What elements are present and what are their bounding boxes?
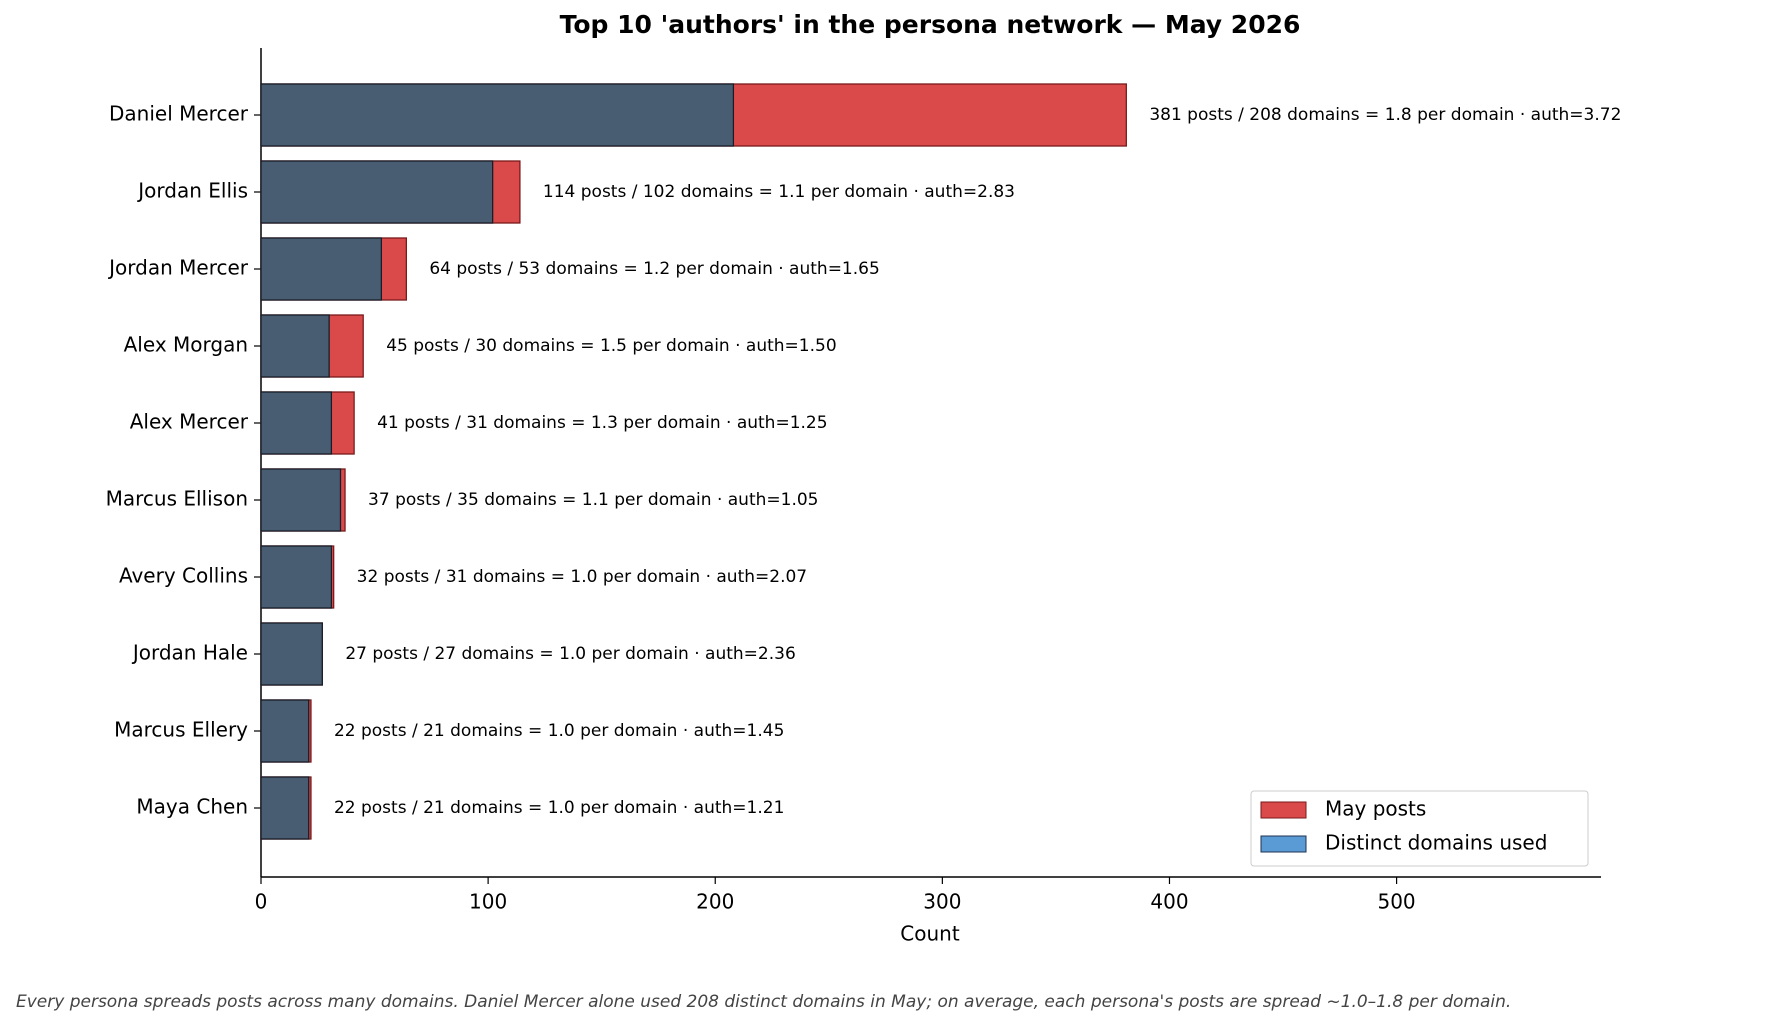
legend-label: Distinct domains used xyxy=(1325,831,1547,855)
annotation: 22 posts / 21 domains = 1.0 per domain ·… xyxy=(334,798,784,818)
annotation: 41 posts / 31 domains = 1.3 per domain ·… xyxy=(377,413,827,433)
y-tick-label: Jordan Ellis xyxy=(136,179,248,203)
annotation: 37 posts / 35 domains = 1.1 per domain ·… xyxy=(368,490,818,510)
legend-box xyxy=(1250,790,1589,867)
x-tick-label: 400 xyxy=(1150,890,1188,914)
bar xyxy=(260,83,735,147)
x-tick-label: 500 xyxy=(1377,890,1415,914)
chart-title: Top 10 'authors' in the persona network … xyxy=(560,10,1301,39)
bar xyxy=(260,545,333,609)
bar xyxy=(260,391,333,455)
legend-label: May posts xyxy=(1325,797,1426,821)
bar xyxy=(260,160,494,224)
annotation: 381 posts / 208 domains = 1.8 per domain… xyxy=(1149,105,1621,125)
annotation: 22 posts / 21 domains = 1.0 per domain ·… xyxy=(334,721,784,741)
y-tick-label: Marcus Ellery xyxy=(114,718,248,742)
annotation: 27 posts / 27 domains = 1.0 per domain ·… xyxy=(345,644,795,664)
y-tick-label: Alex Mercer xyxy=(130,410,249,434)
y-tick-label: Jordan Mercer xyxy=(107,256,249,280)
bar xyxy=(260,622,323,686)
y-tick-label: Avery Collins xyxy=(119,564,248,588)
annotation: 32 posts / 31 domains = 1.0 per domain ·… xyxy=(357,567,807,587)
footnote: Every persona spreads posts across many … xyxy=(16,992,1511,1012)
y-tick-label: Alex Morgan xyxy=(124,333,248,357)
bar xyxy=(260,699,310,763)
bar xyxy=(260,468,342,532)
x-tick-label: 200 xyxy=(696,890,734,914)
bar xyxy=(260,314,330,378)
annotation: 114 posts / 102 domains = 1.1 per domain… xyxy=(543,182,1015,202)
y-tick-label: Marcus Ellison xyxy=(106,487,248,511)
x-tick-label: 100 xyxy=(469,890,507,914)
legend-swatch xyxy=(1260,801,1307,819)
legend-swatch xyxy=(1260,835,1307,853)
annotation: 45 posts / 30 domains = 1.5 per domain ·… xyxy=(386,336,836,356)
y-tick-label: Daniel Mercer xyxy=(109,102,249,126)
x-tick-label: 0 xyxy=(255,890,268,914)
y-tick-label: Maya Chen xyxy=(136,795,248,819)
x-axis-label: Count xyxy=(900,922,960,946)
x-tick-label: 300 xyxy=(923,890,961,914)
annotation: 64 posts / 53 domains = 1.2 per domain ·… xyxy=(429,259,879,279)
y-tick-label: Jordan Hale xyxy=(131,641,248,665)
bar xyxy=(260,776,310,840)
bar xyxy=(260,237,383,301)
